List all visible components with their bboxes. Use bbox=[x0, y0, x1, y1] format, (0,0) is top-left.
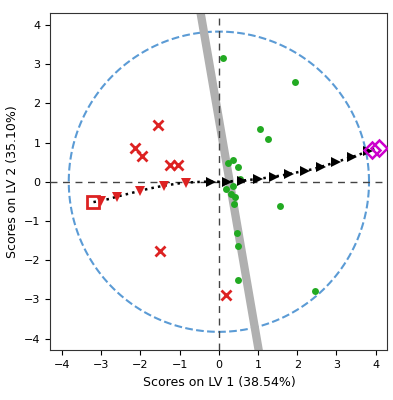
X-axis label: Scores on LV 1 (38.54%): Scores on LV 1 (38.54%) bbox=[143, 376, 295, 388]
Y-axis label: Scores on LV 2 (35.10%): Scores on LV 2 (35.10%) bbox=[6, 105, 18, 258]
